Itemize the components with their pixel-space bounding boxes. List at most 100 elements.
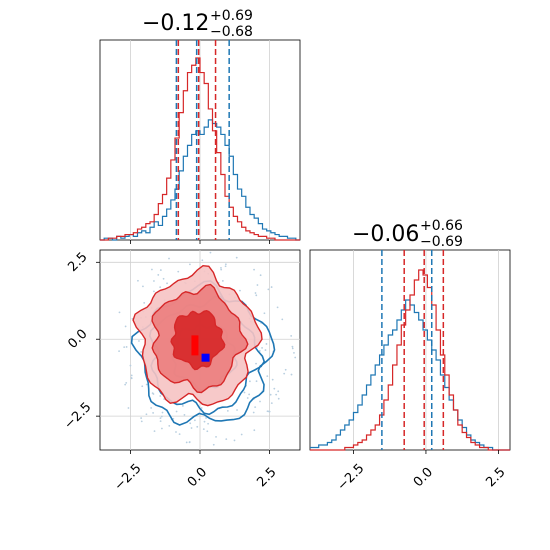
scatter-point xyxy=(255,294,258,297)
x-tick-label: 0.0 xyxy=(185,465,210,490)
histogram-series xyxy=(100,57,300,241)
hist-step xyxy=(100,57,300,241)
scatter-point xyxy=(259,400,261,403)
scatter-point xyxy=(248,393,251,396)
scatter-point xyxy=(205,417,207,419)
panel-title: −0.12 +0.69 −0.68 xyxy=(142,8,253,40)
scatter-point xyxy=(141,385,144,388)
scatter-point xyxy=(248,380,251,383)
scatter-point xyxy=(254,406,257,409)
hist-step xyxy=(310,269,510,451)
scatter-point xyxy=(270,402,273,405)
scatter-point xyxy=(203,420,206,423)
title-main: −0.12 xyxy=(142,11,209,36)
scatter-point xyxy=(233,439,236,442)
scatter-point xyxy=(178,433,181,436)
scatter-point xyxy=(269,393,272,396)
scatter-point xyxy=(273,387,276,390)
truth-marker xyxy=(191,335,199,356)
x-tick-label: 2.5 xyxy=(483,465,508,490)
scatter-point xyxy=(177,270,180,273)
scatter-point xyxy=(283,372,286,375)
scatter-point xyxy=(189,263,191,266)
scatter-point xyxy=(261,347,263,349)
scatter-point xyxy=(220,268,223,271)
scatter-point xyxy=(151,268,153,271)
scatter-point xyxy=(182,405,184,407)
scatter-point xyxy=(162,277,165,280)
scatter-point xyxy=(193,419,196,422)
histogram-panel-2: −2.5 0.0 2.5 −0.06 +0.66 −0.69 xyxy=(309,218,511,494)
scatter-point xyxy=(137,279,139,282)
scatter-point xyxy=(175,431,177,433)
scatter-point xyxy=(294,356,297,359)
scatter-point xyxy=(129,364,132,367)
scatter-point xyxy=(254,292,257,294)
scatter-point xyxy=(266,410,269,413)
grid xyxy=(130,40,270,244)
scatter-point xyxy=(118,350,120,353)
scatter-point xyxy=(150,407,153,409)
scatter-point xyxy=(183,413,186,416)
scatter-point xyxy=(207,422,210,425)
scatter-point xyxy=(240,433,243,436)
scatter-point xyxy=(152,412,154,414)
scatter-point xyxy=(275,393,278,396)
scatter-point xyxy=(271,378,274,381)
x-ticks: −2.5 0.0 2.5 xyxy=(335,450,509,494)
scatter-point xyxy=(252,411,255,414)
x-tick-label: 0.0 xyxy=(411,465,436,490)
scatter-point xyxy=(255,362,257,365)
scatter-point xyxy=(159,420,162,423)
scatter-point xyxy=(225,438,228,441)
scatter-point xyxy=(235,256,238,259)
scatter-point xyxy=(239,289,241,292)
scatter-point xyxy=(267,288,270,291)
scatter-point xyxy=(277,390,280,393)
scatter-point xyxy=(160,427,163,430)
scatter-point xyxy=(153,280,155,282)
scatter-point xyxy=(202,428,205,430)
scatter-point xyxy=(215,435,217,438)
scatter-point xyxy=(253,268,255,271)
axes-frame xyxy=(309,249,511,451)
scatter-point xyxy=(236,409,238,411)
x-tick-label: −2.5 xyxy=(335,461,368,494)
scatter-point xyxy=(157,274,160,276)
histogram-series xyxy=(310,269,510,451)
title-main: −0.06 xyxy=(352,222,419,247)
scatter-point xyxy=(125,346,128,348)
scatter-point xyxy=(161,411,164,414)
scatter-point xyxy=(127,407,130,409)
scatter-point xyxy=(130,377,133,380)
scatter-point xyxy=(246,397,249,399)
scatter-point xyxy=(284,368,287,371)
scatter-point xyxy=(153,430,156,433)
scatter-point xyxy=(159,286,162,289)
scatter-point xyxy=(142,285,144,288)
markers xyxy=(191,335,210,362)
scatter-point xyxy=(159,269,162,271)
scatter-point xyxy=(125,381,128,384)
scatter-point xyxy=(140,417,143,419)
scatter-point xyxy=(145,383,148,386)
scatter-point xyxy=(290,373,293,376)
title-sup: +0.66 xyxy=(420,218,463,234)
scatter-point xyxy=(189,422,192,425)
scatter-point xyxy=(268,410,271,413)
scatter-point xyxy=(263,312,266,315)
y-ticks: −2.5 0.0 2.5 xyxy=(62,250,100,433)
y-tick-label: 0.0 xyxy=(65,327,90,352)
scatter-point xyxy=(226,410,229,412)
scatter-point xyxy=(140,420,143,423)
scatter-point xyxy=(220,267,222,269)
scatter-point xyxy=(224,263,227,266)
scatter-point xyxy=(188,441,191,444)
title-sup: +0.69 xyxy=(210,8,253,24)
scatter-point xyxy=(290,335,293,337)
scatter-point xyxy=(206,430,209,433)
scatter-point xyxy=(256,284,259,286)
scatter-point xyxy=(123,346,126,349)
scatter-point xyxy=(185,441,188,444)
